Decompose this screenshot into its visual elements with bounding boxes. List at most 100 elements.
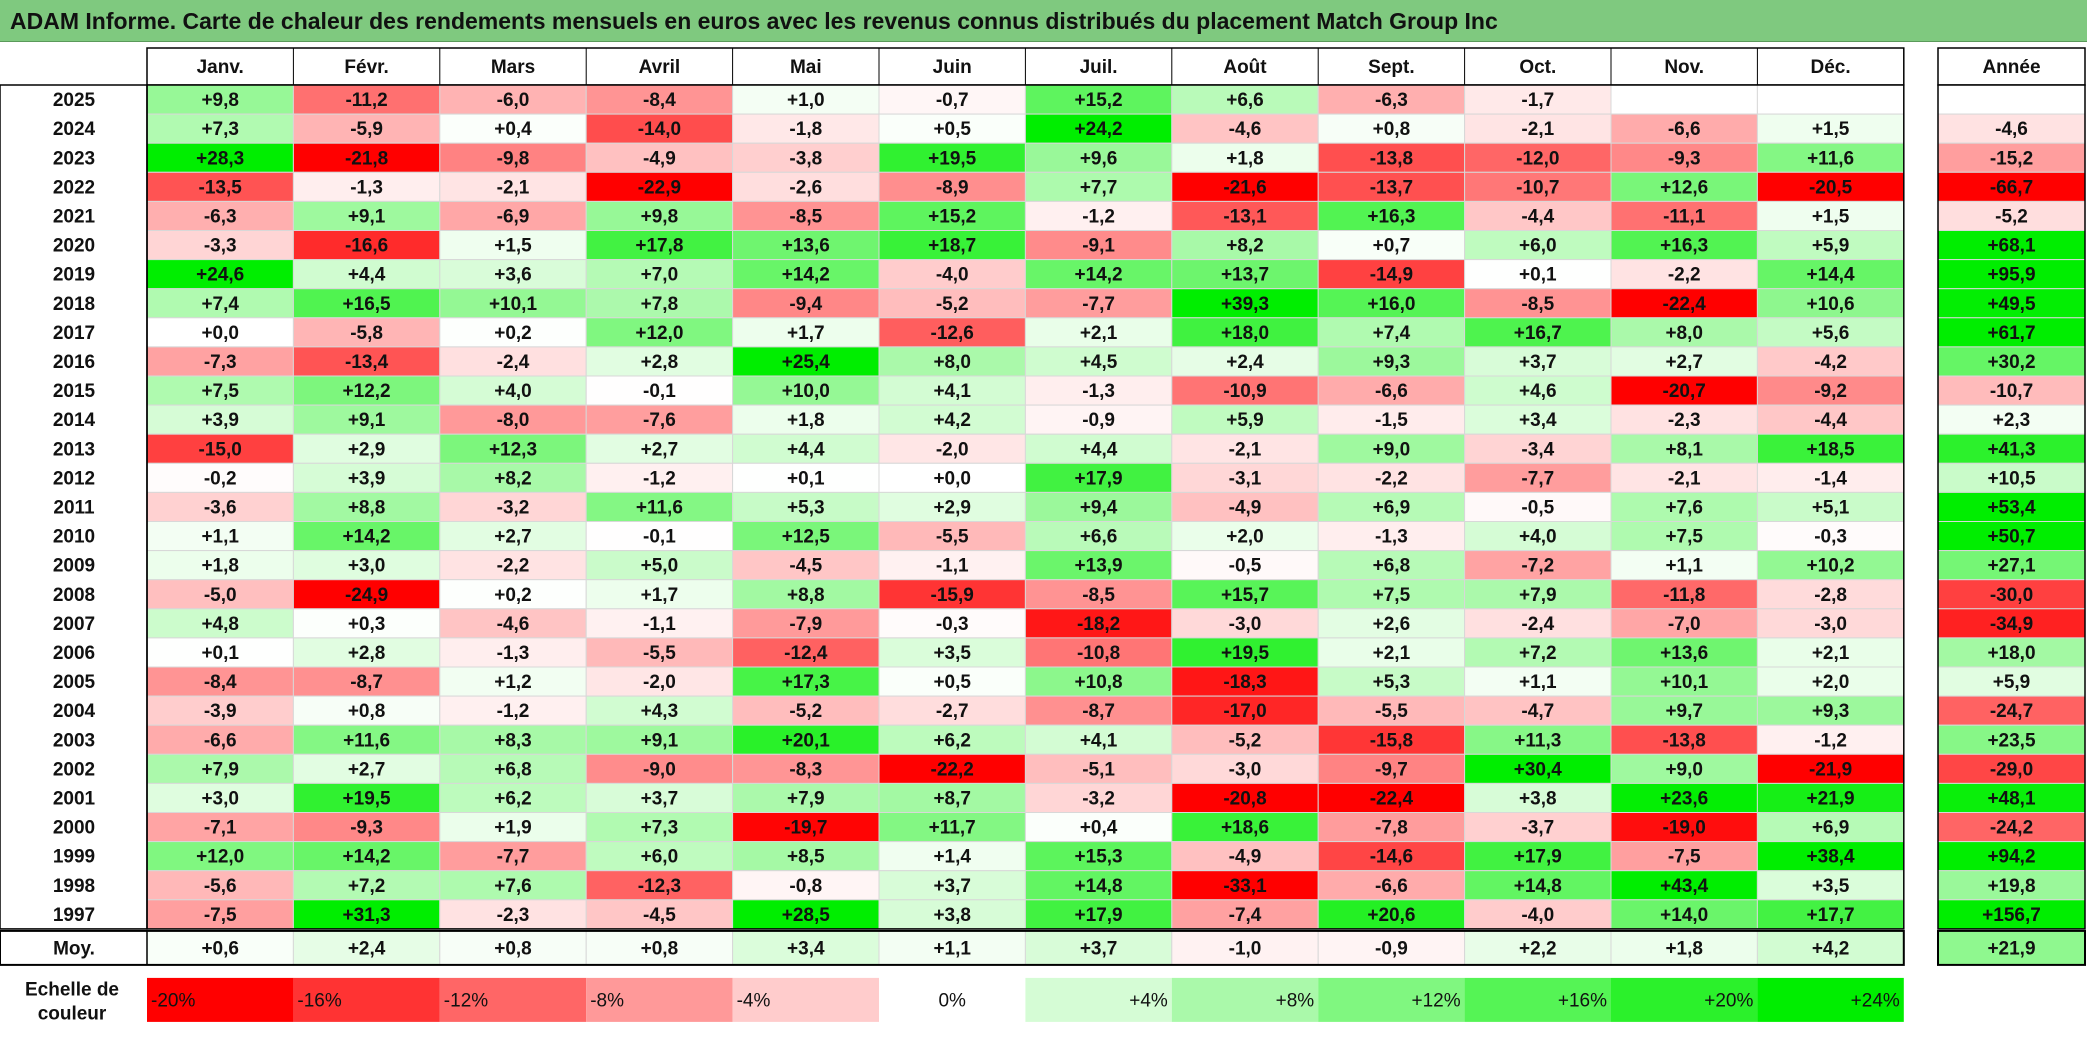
month-cell-fill [292, 230, 441, 261]
month-cell: -11,2 [292, 84, 441, 115]
month-cell-fill [292, 404, 441, 435]
month-cell: -3,0 [1171, 608, 1319, 639]
month-cell-fill [1756, 812, 1905, 843]
annual-cell-label: +53,4 [1987, 497, 2036, 518]
month-cell: +0,2 [439, 579, 587, 610]
month-cell: -1,1 [878, 550, 1026, 581]
month-cell: +6,6 [1024, 521, 1173, 552]
month-cell: +15,7 [1171, 579, 1319, 610]
month-cell: -0,1 [585, 375, 734, 406]
month-cell: +10,2 [1756, 550, 1905, 581]
month-cell: +25,4 [732, 346, 880, 377]
month-cell-label: -6,0 [497, 90, 530, 111]
month-cell-fill [878, 841, 1026, 872]
month-cell-label: -8,9 [936, 177, 969, 198]
month-cell: -1,2 [439, 695, 587, 726]
month-cell-label: -7,7 [497, 847, 530, 868]
month-cell-label: +16,7 [1514, 323, 1562, 344]
month-cell-label: -10,8 [1077, 643, 1120, 664]
annual-cell: -15,2 [1937, 142, 2086, 173]
month-cell: +18,7 [878, 230, 1026, 261]
month-cell-label: +7,7 [1080, 177, 1118, 198]
month-cell-fill [1317, 491, 1466, 522]
month-cell-fill [439, 404, 587, 435]
month-cell-label: +14,2 [343, 847, 391, 868]
month-cell-label: +2,0 [1812, 672, 1850, 693]
month-cell-label: -21,6 [1223, 177, 1266, 198]
month-cell-label: -13,4 [345, 352, 389, 373]
month-cell-label: -0,2 [204, 468, 237, 489]
month-cell-label: -3,7 [1521, 818, 1554, 839]
month-cell-label: +16,5 [343, 294, 392, 315]
month-cell: -8,5 [732, 200, 880, 231]
month-cell-label: -7,5 [1668, 847, 1701, 868]
month-cell-label: -2,4 [1521, 614, 1554, 635]
month-cell-label: -1,1 [936, 556, 969, 577]
month-cell: +6,9 [1756, 812, 1905, 843]
month-cell-fill [878, 491, 1026, 522]
month-cell-label: +1,7 [787, 323, 825, 344]
month-cell-fill [878, 579, 1026, 610]
month-cell-label: +14,4 [1807, 265, 1856, 286]
month-cell-label: -1,4 [1814, 468, 1847, 489]
month-cell-label: -4,4 [1814, 410, 1847, 431]
month-cell: +3,0 [146, 782, 294, 814]
month-cell-fill [585, 200, 734, 231]
month-cell-fill [1317, 288, 1466, 319]
month-cell: +4,1 [1024, 724, 1173, 755]
month-cell-label: -5,5 [643, 643, 676, 664]
month-cell: -8,5 [1464, 288, 1612, 319]
month-cell: -8,4 [585, 84, 734, 115]
month-cell-label: -5,6 [204, 876, 237, 897]
month-cell: -10,8 [1024, 637, 1173, 668]
month-cell-fill [1610, 317, 1758, 348]
month-cell-label: +3,4 [1519, 410, 1557, 431]
month-cell: +2,7 [1610, 346, 1758, 377]
month-cell-fill [1756, 666, 1905, 697]
month-cell: +16,7 [1464, 317, 1612, 348]
month-cell-label: -7,6 [643, 410, 676, 431]
month-cell-label: +10,1 [1660, 672, 1709, 693]
month-cell: +24,2 [1024, 113, 1173, 144]
month-cell-label: -4,9 [1229, 847, 1262, 868]
month-cell-label: -20,5 [1809, 177, 1853, 198]
month-cell-label: -1,2 [497, 701, 530, 722]
month-cell-label: +8,0 [933, 352, 971, 373]
month-cell-label: +0,4 [1080, 818, 1118, 839]
month-cell-label: +11,3 [1514, 730, 1561, 751]
month-cell: -1,4 [1756, 462, 1905, 493]
month-cell-label: +15,3 [1075, 847, 1123, 868]
month-cell-fill [585, 84, 734, 115]
average-cell-label: -0,9 [1375, 938, 1408, 959]
month-cell-fill [1171, 753, 1319, 784]
month-cell: +2,7 [292, 753, 441, 784]
scale-swatch-fill [1318, 977, 1465, 1022]
month-cell-label: +18,0 [1221, 323, 1269, 344]
month-cell: +6,8 [439, 753, 587, 784]
month-cell: -10,9 [1171, 375, 1319, 406]
month-cell-label: +4,4 [1080, 439, 1118, 460]
month-cell-fill [1610, 550, 1758, 581]
month-cell-label: +0,5 [933, 119, 971, 140]
average-cell: +2,4 [292, 930, 441, 966]
month-cell-fill [146, 462, 294, 493]
month-cell-fill [1756, 375, 1905, 406]
annual-cell-label: -29,0 [1990, 759, 2033, 780]
month-cell: -4,5 [585, 899, 734, 930]
month-cell: +4,0 [439, 375, 587, 406]
month-cell-label: +18,6 [1221, 818, 1269, 839]
month-cell-label: +7,2 [1519, 643, 1557, 664]
month-cell-label: -15,9 [931, 585, 974, 606]
month-cell: -7,6 [585, 404, 734, 435]
month-cell: +5,6 [1756, 317, 1905, 348]
month-cell-fill [1171, 317, 1319, 348]
month-cell-fill [1756, 317, 1905, 348]
month-cell-fill [1317, 521, 1466, 552]
month-cell-fill [439, 841, 587, 872]
month-cell: -2,4 [439, 346, 587, 377]
month-cell-fill [1610, 230, 1758, 261]
month-cell-label: -6,6 [204, 730, 237, 751]
month-cell-fill [732, 579, 880, 610]
month-cell-fill [732, 404, 880, 435]
month-cell-label: +2,7 [641, 439, 679, 460]
